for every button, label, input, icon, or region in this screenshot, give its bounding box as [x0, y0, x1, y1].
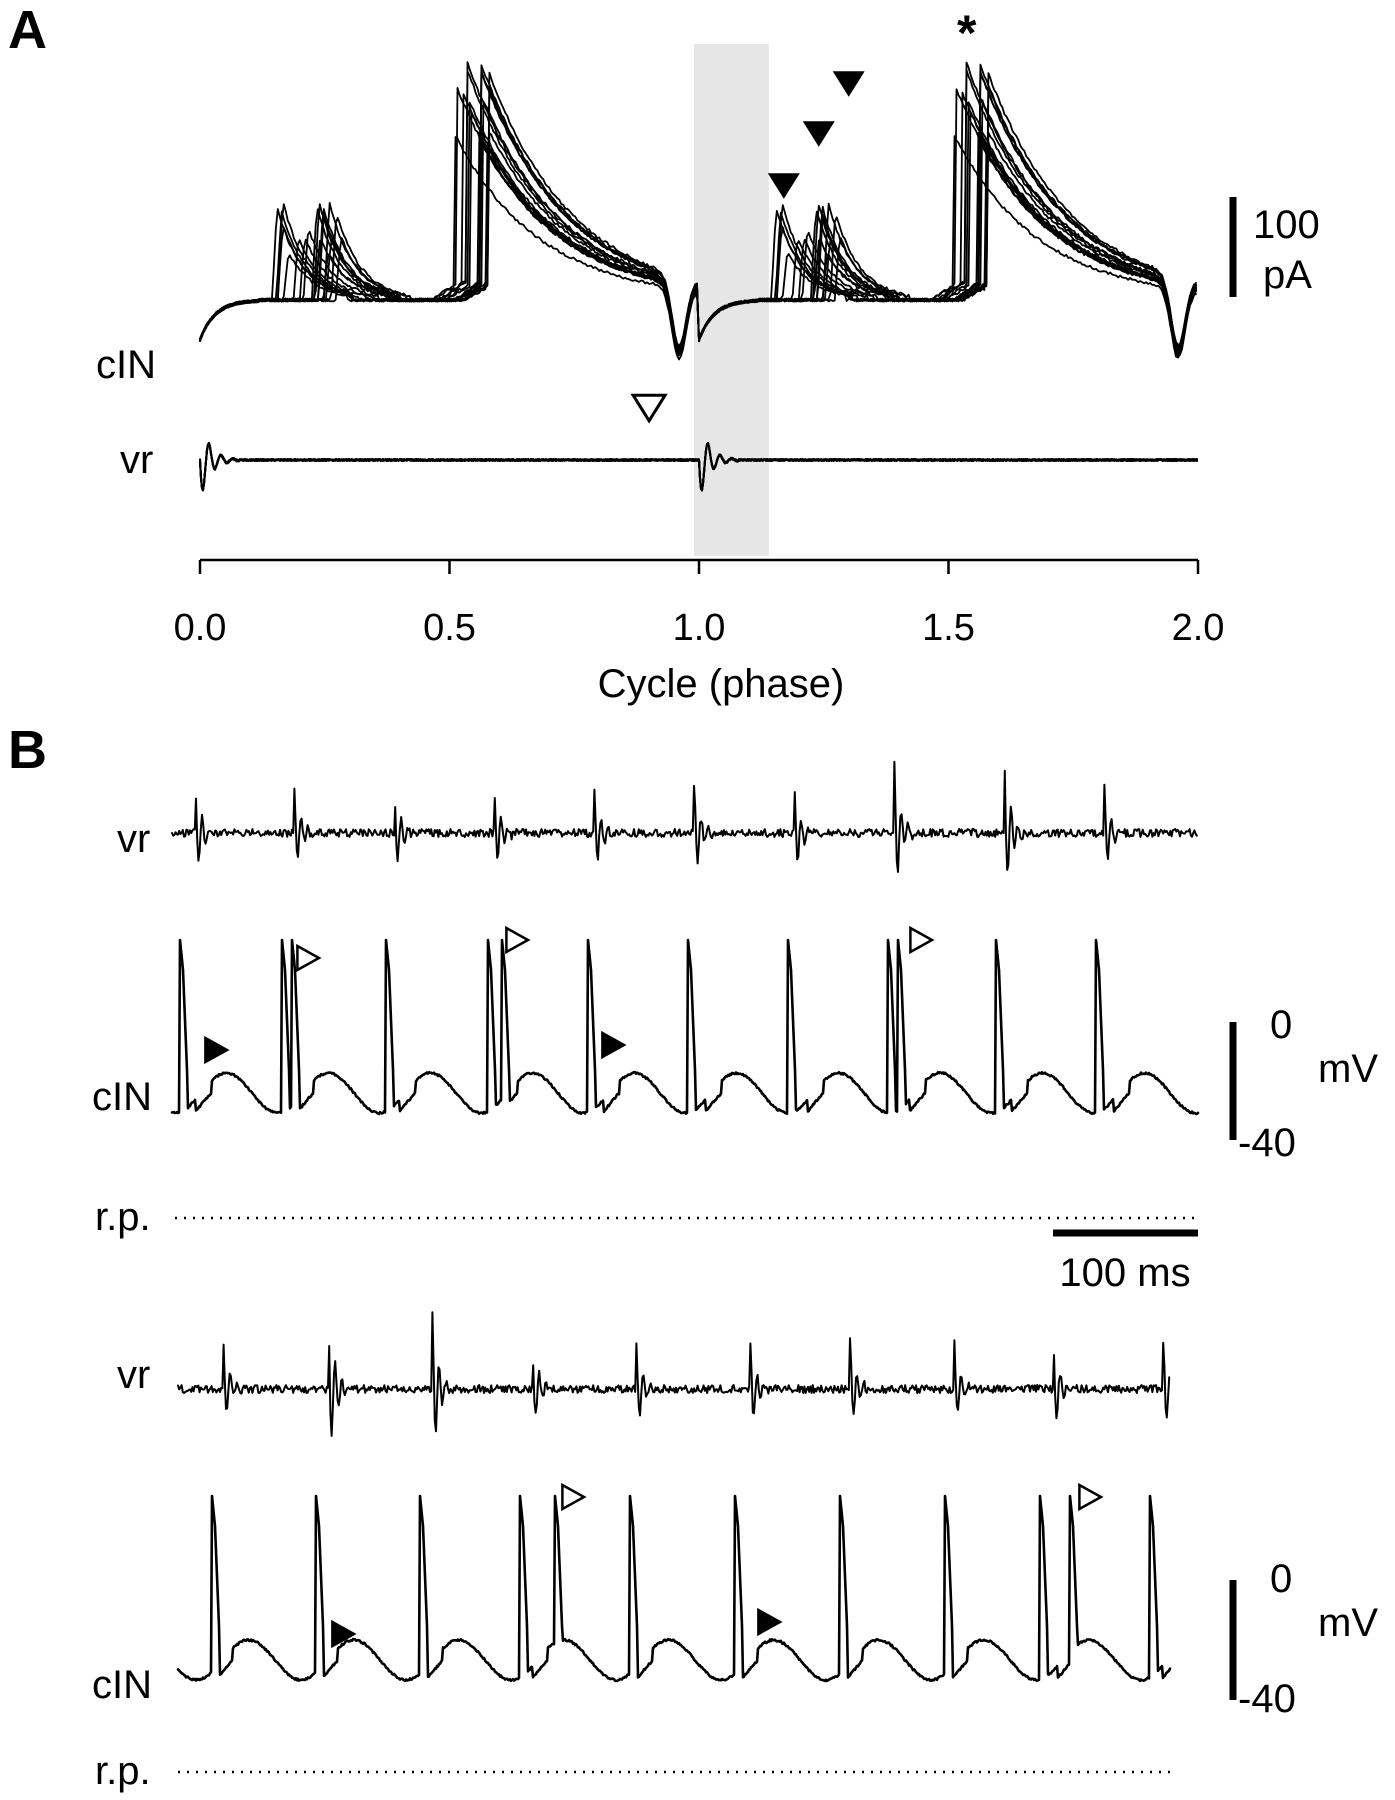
voltage-scale-bottom-b1: -40 [1238, 1121, 1296, 1165]
cin-voltage-trace-b2 [176, 1494, 1172, 1683]
panel-a-letter: A [8, 0, 47, 60]
vr-trace-b2 [177, 1311, 1171, 1437]
filled-arrowhead [832, 71, 865, 97]
rp-label-b1: r.p. [95, 1195, 151, 1239]
vr-traces-panel-a [199, 441, 1198, 492]
panel-a: A cIN vr 100 pA * 0.0 0.5 1.0 1.5 2.0 Cycle … [8, 0, 1320, 706]
panel-b-letter: B [8, 720, 47, 780]
panel-b: B vr cIN r.p. 0 mV -40 100 ms vr cIN r.p… [8, 720, 1378, 1793]
x-tick-label: 0.0 [174, 607, 227, 649]
x-tick-label: 1.0 [673, 607, 726, 649]
cin-label-a: cIN [96, 343, 156, 387]
open-arrowhead [909, 925, 935, 955]
open-arrowhead [630, 393, 668, 424]
x-axis-label: Cycle (phase) [598, 662, 845, 706]
arrowheads-b1 [204, 925, 935, 1065]
filled-arrowhead [601, 1030, 627, 1060]
filled-arrowheads [767, 71, 865, 199]
vr-trace-b1 [171, 760, 1198, 873]
voltage-scale-unit-b1: mV [1318, 1047, 1378, 1091]
filled-arrowhead [757, 1607, 783, 1637]
vr-label-a: vr [120, 438, 153, 482]
filled-arrowhead [204, 1035, 230, 1065]
open-arrowhead [505, 925, 531, 955]
cin-current-traces [199, 61, 1197, 361]
x-tick-label: 2.0 [1172, 607, 1225, 649]
vr-trace [199, 442, 1198, 491]
open-arrowhead [561, 1482, 587, 1512]
x-tick-label: 0.5 [423, 607, 476, 649]
filled-arrowhead [802, 121, 835, 147]
x-axis: 0.0 0.5 1.0 1.5 2.0 [174, 558, 1225, 649]
cin-current-trace [199, 135, 1197, 361]
asterisk-marker: * [957, 5, 977, 61]
vr-label-b2: vr [117, 1353, 150, 1397]
filled-arrowhead [331, 1619, 357, 1649]
filled-arrowhead [767, 173, 800, 199]
vr-label-b1: vr [117, 817, 150, 861]
cin-voltage-trace-b1 [170, 938, 1200, 1116]
open-arrowhead [1078, 1482, 1104, 1512]
open-arrowhead [296, 943, 322, 973]
voltage-scale-unit-b2: mV [1318, 1601, 1378, 1645]
cin-label-b2: cIN [92, 1663, 152, 1707]
current-scale-value: 100 [1253, 203, 1320, 247]
arrowheads-b2 [331, 1482, 1104, 1649]
time-scale-label: 100 ms [1059, 1251, 1190, 1295]
rp-label-b2: r.p. [95, 1749, 151, 1793]
voltage-scale-bottom-b2: -40 [1238, 1677, 1296, 1721]
voltage-scale-top-b2: 0 [1270, 1557, 1292, 1601]
current-scale-unit: pA [1263, 253, 1312, 297]
cin-label-b1: cIN [92, 1075, 152, 1119]
x-tick-label: 1.5 [922, 607, 975, 649]
voltage-scale-top-b1: 0 [1270, 1003, 1292, 1047]
